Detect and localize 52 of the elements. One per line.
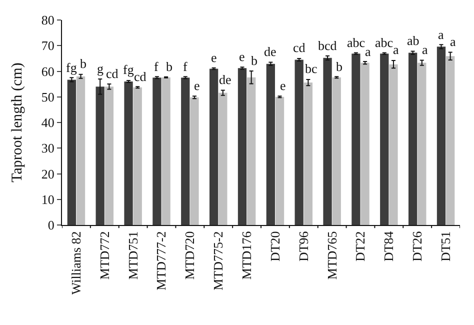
data-label: ab [407,33,420,48]
x-tick-label: MTD720 [182,231,198,280]
data-label: bc [305,61,318,76]
x-tick-label: DT51 [438,231,454,262]
data-label: e [239,49,245,64]
data-label: a [422,42,428,57]
data-label: b [336,59,342,74]
x-tick-label: DT22 [352,231,368,262]
x-tick-label: MTD772 [96,231,112,280]
y-tick-label: 20 [41,166,54,182]
y-tick-label: 40 [41,115,54,130]
data-label: de [264,44,276,59]
x-tick-label: MTD775-2 [210,231,226,290]
x-tick-label: Williams 82 [68,231,84,295]
data-label: f [154,59,159,74]
y-tick-label: 60 [41,64,54,79]
y-tick-label: 80 [41,12,54,28]
data-label: f [183,59,188,74]
data-label: fg [123,62,134,77]
data-label: g [97,61,104,76]
data-label: e [194,78,200,93]
x-tick-label: MTD751 [125,231,140,280]
y-tick-label: 70 [41,38,54,54]
data-label: abc [375,35,394,50]
data-label: fg [66,60,78,75]
x-tick-label: MTD777-2 [154,231,169,290]
data-label: a [438,27,444,42]
data-label: cd [134,69,147,84]
data-label: cd [293,40,306,55]
y-axis-title: Taproot length (cm) [10,62,26,182]
data-label: b [166,59,172,74]
data-label: a [450,34,456,49]
data-label: b [80,56,86,71]
data-label: e [280,78,286,93]
data-label: a [393,42,399,57]
y-tick-label: 10 [41,192,54,207]
y-tick-label: 30 [41,140,54,156]
data-label: de [219,72,232,87]
x-tick-label: DT84 [381,230,396,262]
data-label: bcd [318,38,338,53]
data-label: e [211,50,217,65]
data-label: abc [347,35,366,50]
x-tick-label: DT20 [267,231,282,262]
y-tick-label: 0 [48,218,54,233]
data-label: cd [106,66,119,81]
x-tick-label: DT96 [296,230,311,262]
y-tick-label: 50 [41,89,54,104]
x-tick-label: DT26 [410,230,425,262]
data-label: b [251,53,258,68]
x-tick-label: MTD176 [239,230,254,280]
x-tick-label: MTD765 [324,231,340,280]
data-label: a [365,44,371,59]
